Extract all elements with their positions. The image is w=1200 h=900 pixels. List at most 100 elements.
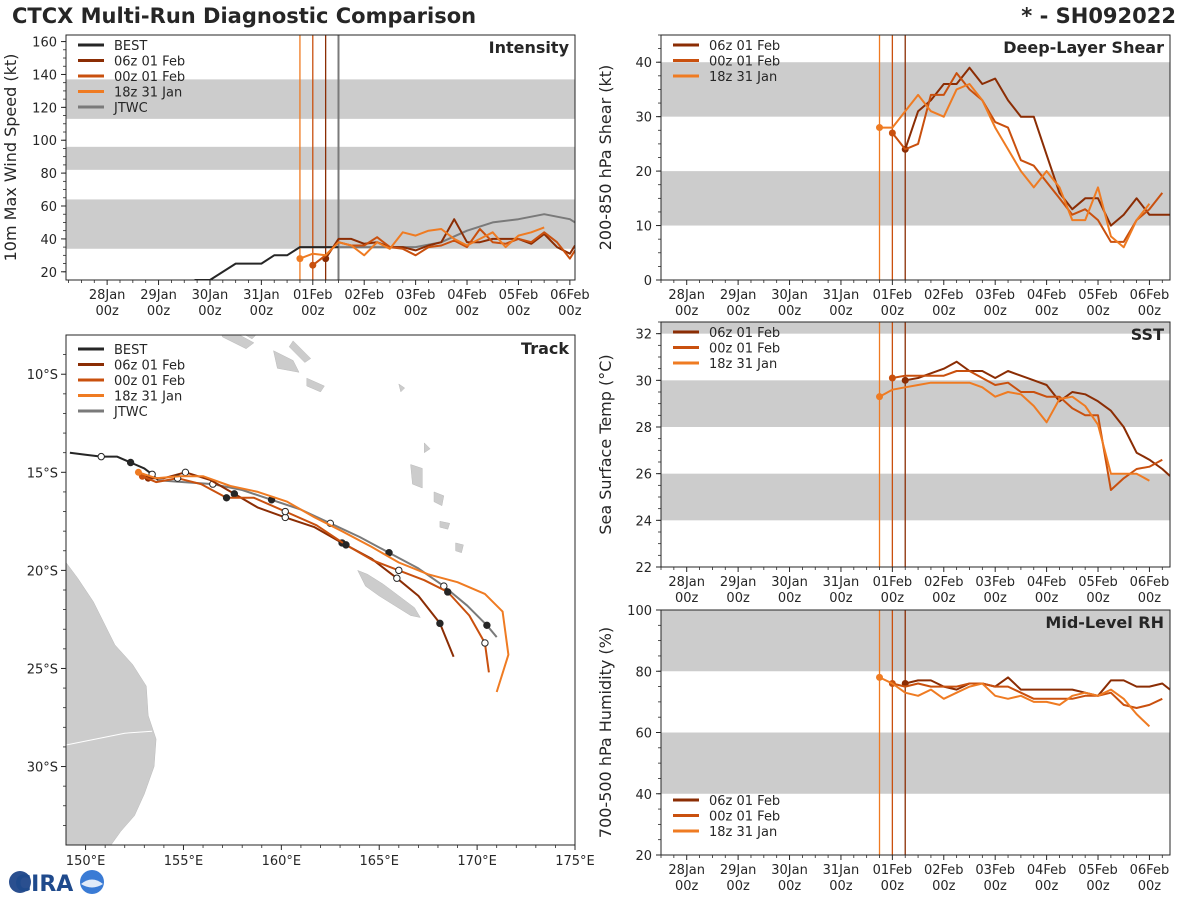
land-polygon	[455, 542, 464, 554]
intensity-xtick-label: 00z	[404, 304, 428, 319]
shear-chart: 01020304028Jan00z29Jan00z30Jan00z31Jan00…	[596, 34, 1171, 319]
track-frame	[65, 334, 576, 846]
track-marker	[230, 490, 239, 498]
rh-xtick-label: 05Feb	[1078, 863, 1118, 878]
shear-xtick-label: 00z	[675, 304, 699, 319]
track-ytick-label: 10°S	[27, 368, 58, 383]
storm-id: * - SH092022	[1021, 4, 1176, 28]
sst-title: SST	[1131, 325, 1164, 344]
land-polygon	[273, 350, 300, 373]
sst-series-run18	[879, 381, 1150, 482]
land-polygon	[306, 377, 325, 393]
shear-ytick-label: 10	[635, 220, 652, 235]
rh-xtick-label: 01Feb	[873, 863, 913, 878]
intensity-xtick-label: 00z	[558, 304, 582, 319]
track-xtick-label: 160°E	[262, 854, 302, 869]
intensity-series-best	[194, 246, 339, 280]
cira-logo-text: CIRA	[15, 872, 73, 897]
intensity-ylabel: 10m Max Wind Speed (kt)	[1, 54, 20, 262]
track-lines	[69, 451, 510, 693]
rh-xtick-label: 00z	[829, 879, 853, 894]
land-polygon	[66, 562, 157, 845]
land-polygon	[357, 569, 421, 618]
figure-title: CTCX Multi-Run Diagnostic Comparison	[12, 4, 477, 28]
track-legend-label: 00z 01 Feb	[114, 374, 185, 389]
sst-ylabel: Sea Surface Temp (°C)	[596, 354, 615, 534]
sst-ytick-label: 32	[635, 328, 652, 343]
sst-band	[661, 322, 1170, 334]
track-xtick-label: 150°E	[66, 854, 106, 869]
sst-ytick-label: 28	[635, 421, 652, 436]
intensity-ytick-label: 80	[40, 167, 57, 182]
land-polygon	[439, 520, 451, 530]
intensity-title: Intensity	[489, 38, 570, 57]
rh-xtick-label: 03Feb	[975, 863, 1015, 878]
shear-xtick-label: 00z	[932, 304, 956, 319]
track-marker	[181, 468, 190, 477]
intensity-chart: 2040608010012014016028Jan00z29Jan00z30Ja…	[1, 34, 590, 319]
rh-xtick-label: 29Jan	[720, 863, 757, 878]
rh-init-point	[876, 673, 884, 681]
intensity-legend-label: 06z 01 Feb	[114, 55, 185, 70]
shear-xtick-label: 00z	[1138, 304, 1162, 319]
intensity-band	[66, 146, 575, 170]
intensity-xtick-label: 29Jan	[140, 288, 177, 303]
rh-ytick-label: 80	[635, 665, 652, 680]
shear-xtick-label: 02Feb	[924, 288, 964, 303]
sst-xtick-label: 06Feb	[1130, 575, 1170, 590]
rh-xtick-label: 00z	[932, 879, 956, 894]
track-marker	[281, 507, 289, 516]
sst-init-point	[901, 376, 909, 384]
track-series-run06	[148, 471, 455, 658]
sst-xtick-label: 00z	[881, 591, 905, 606]
rh-xtick-label: 00z	[726, 879, 750, 894]
track-marker	[342, 541, 350, 549]
shear-xtick-label: 00z	[1086, 304, 1110, 319]
land-polygon	[398, 383, 406, 393]
intensity-xtick-label: 05Feb	[499, 288, 539, 303]
sst-plot-area	[661, 322, 1170, 567]
shear-init-point	[888, 129, 896, 137]
land-polygon	[288, 340, 312, 363]
track-legend-label: 18z 31 Jan	[114, 390, 182, 405]
track-ytick-label: 15°S	[27, 466, 58, 481]
track-xtick-label: 165°E	[359, 854, 399, 869]
intensity-ytick-label: 20	[40, 266, 57, 281]
rh-ylabel: 700-500 hPa Humidity (%)	[596, 627, 615, 838]
shear-band	[661, 62, 1170, 117]
rh-ytick-label: 100	[627, 604, 652, 619]
shear-xtick-label: 30Jan	[771, 288, 808, 303]
sst-xtick-label: 00z	[984, 591, 1008, 606]
sst-xtick-label: 03Feb	[975, 575, 1015, 590]
sst-init-point	[888, 374, 896, 382]
land-polygon	[221, 335, 255, 349]
rh-series-run00	[892, 682, 1163, 709]
intensity-xtick-label: 00z	[301, 304, 325, 319]
track-xtick-label: 170°E	[457, 854, 497, 869]
track-ytick-label: 20°S	[27, 564, 58, 579]
sst-xtick-label: 04Feb	[1027, 575, 1067, 590]
shear-xtick-label: 29Jan	[720, 288, 757, 303]
rh-xtick-label: 00z	[1086, 879, 1110, 894]
sst-frame	[660, 321, 1171, 568]
rh-ytick-label: 20	[635, 849, 652, 864]
shear-legend-label: 18z 31 Jan	[709, 70, 777, 85]
shear-ytick-label: 30	[635, 111, 652, 126]
rh-band	[661, 610, 1170, 672]
track-marker	[393, 574, 401, 582]
cira-globe-icon	[9, 871, 31, 893]
intensity-init-point	[296, 255, 304, 263]
sst-xtick-label: 29Jan	[720, 575, 757, 590]
rh-xtick-label: 28Jan	[668, 863, 705, 878]
rh-legend-label: 06z 01 Feb	[709, 794, 780, 809]
shear-xtick-label: 00z	[881, 304, 905, 319]
rh-xtick-label: 04Feb	[1027, 863, 1067, 878]
intensity-xtick-label: 00z	[147, 304, 171, 319]
sst-xtick-label: 00z	[778, 591, 802, 606]
shear-xtick-label: 01Feb	[873, 288, 913, 303]
track-marker	[395, 566, 403, 575]
sst-ytick-label: 22	[635, 561, 652, 576]
intensity-legend-label: BEST	[114, 39, 147, 54]
intensity-ytick-label: 160	[32, 36, 57, 51]
